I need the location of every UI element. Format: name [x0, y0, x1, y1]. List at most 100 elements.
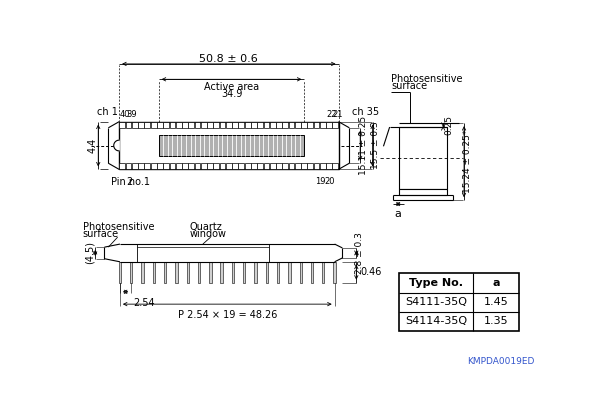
Bar: [263, 163, 269, 169]
Text: window: window: [190, 229, 227, 239]
Text: 34.9: 34.9: [221, 89, 242, 99]
Text: ch 35: ch 35: [352, 107, 380, 117]
Bar: [399, 127, 447, 188]
Text: (4.5): (4.5): [85, 241, 95, 264]
Bar: [251, 163, 257, 169]
Bar: [301, 122, 307, 128]
Text: a: a: [394, 209, 401, 219]
Bar: [301, 163, 307, 169]
Bar: [176, 163, 182, 169]
Bar: [163, 122, 169, 128]
Bar: [295, 163, 301, 169]
Bar: [320, 163, 326, 169]
Bar: [232, 262, 234, 283]
Bar: [145, 122, 150, 128]
Text: 4.4: 4.4: [88, 138, 98, 153]
Bar: [270, 122, 275, 128]
Text: Type No.: Type No.: [409, 278, 463, 288]
Bar: [245, 122, 251, 128]
Bar: [226, 122, 232, 128]
Bar: [399, 188, 447, 195]
Text: surface: surface: [391, 81, 427, 91]
Bar: [187, 262, 189, 283]
Bar: [138, 122, 144, 128]
Bar: [201, 122, 206, 128]
Bar: [182, 163, 188, 169]
Bar: [289, 163, 295, 169]
Bar: [263, 122, 269, 128]
Bar: [198, 262, 200, 283]
Bar: [188, 122, 194, 128]
Text: Photosensitive: Photosensitive: [391, 74, 463, 84]
Bar: [326, 122, 332, 128]
Text: 2.54: 2.54: [133, 298, 155, 308]
Bar: [238, 122, 244, 128]
Bar: [232, 122, 238, 128]
Text: 0.46: 0.46: [360, 267, 382, 277]
Text: Quartz: Quartz: [190, 222, 223, 232]
Bar: [243, 262, 245, 283]
Text: S4114-35Q: S4114-35Q: [405, 317, 467, 327]
Bar: [295, 122, 301, 128]
Bar: [283, 163, 288, 169]
Text: 15.24 ± 0.25*: 15.24 ± 0.25*: [463, 130, 472, 193]
Bar: [214, 122, 219, 128]
Bar: [283, 122, 288, 128]
Text: 50.8 ± 0.6: 50.8 ± 0.6: [199, 53, 258, 63]
Text: 40: 40: [120, 110, 130, 118]
Text: 19: 19: [316, 177, 326, 186]
Bar: [138, 163, 144, 169]
Bar: [194, 163, 200, 169]
Text: 2.8 ± 0.3: 2.8 ± 0.3: [355, 232, 364, 274]
Text: a: a: [493, 278, 500, 288]
Bar: [142, 262, 144, 283]
Text: Pin no.1: Pin no.1: [112, 177, 151, 187]
Bar: [132, 163, 138, 169]
Bar: [182, 122, 188, 128]
Bar: [299, 262, 302, 283]
Text: Active area: Active area: [204, 82, 259, 92]
Text: 1.35: 1.35: [484, 317, 509, 327]
Text: 1.45: 1.45: [484, 297, 509, 307]
Bar: [145, 163, 150, 169]
Text: KMPDA0019ED: KMPDA0019ED: [467, 357, 535, 366]
Bar: [194, 122, 200, 128]
Bar: [257, 163, 263, 169]
Bar: [322, 262, 325, 283]
Bar: [399, 273, 519, 331]
Text: surface: surface: [83, 229, 119, 239]
Text: 15.5 ± 0.3: 15.5 ± 0.3: [371, 122, 380, 169]
Text: S4111-35Q: S4111-35Q: [405, 297, 467, 307]
Bar: [158, 135, 304, 156]
Bar: [314, 163, 319, 169]
Bar: [164, 262, 166, 283]
Bar: [276, 122, 282, 128]
Bar: [170, 122, 175, 128]
Bar: [332, 163, 338, 169]
Bar: [270, 163, 275, 169]
Bar: [332, 122, 338, 128]
Bar: [209, 262, 212, 283]
Bar: [314, 122, 319, 128]
Bar: [119, 262, 121, 283]
Bar: [276, 163, 282, 169]
Bar: [175, 262, 178, 283]
Bar: [254, 262, 257, 283]
Text: 22: 22: [326, 110, 337, 118]
Bar: [151, 122, 157, 128]
Text: 15.11 ± 0.25: 15.11 ± 0.25: [359, 116, 368, 175]
Bar: [201, 163, 206, 169]
Bar: [289, 122, 295, 128]
Bar: [119, 122, 125, 128]
Bar: [214, 163, 219, 169]
Bar: [151, 163, 157, 169]
Text: P 2.54 × 19 = 48.26: P 2.54 × 19 = 48.26: [178, 310, 277, 320]
Text: 20: 20: [325, 177, 335, 186]
Bar: [132, 122, 138, 128]
Bar: [326, 163, 332, 169]
Text: 0.25: 0.25: [444, 115, 453, 135]
Bar: [307, 163, 313, 169]
Bar: [188, 163, 194, 169]
Bar: [119, 122, 338, 169]
Bar: [320, 122, 326, 128]
